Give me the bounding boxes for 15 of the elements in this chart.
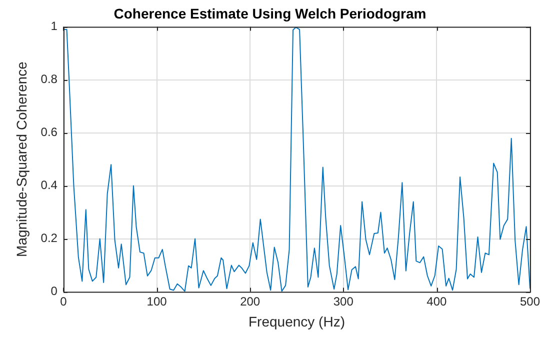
x-tick-label: 200	[240, 294, 260, 308]
y-tick-label: 0.4	[40, 178, 58, 192]
x-tick-label: 0	[60, 294, 68, 308]
y-tick-label: 0	[50, 284, 58, 298]
y-tick-label: 0.6	[40, 125, 58, 140]
y-tick-label: 0.2	[40, 231, 58, 246]
y-axis-title: Magnitude-Squared Coherence	[13, 61, 30, 257]
chart-title: Coherence Estimate Using Welch Periodogram	[114, 5, 426, 22]
y-tick-label: 1	[50, 19, 58, 34]
x-tick-label: 300	[333, 294, 354, 308]
x-tick-label: 400	[426, 294, 448, 308]
x-tick-label: 500	[520, 294, 540, 308]
y-tick-label: 0.8	[40, 72, 58, 86]
x-tick-label: 100	[146, 294, 168, 308]
x-axis-title: Frequency (Hz)	[248, 313, 345, 330]
